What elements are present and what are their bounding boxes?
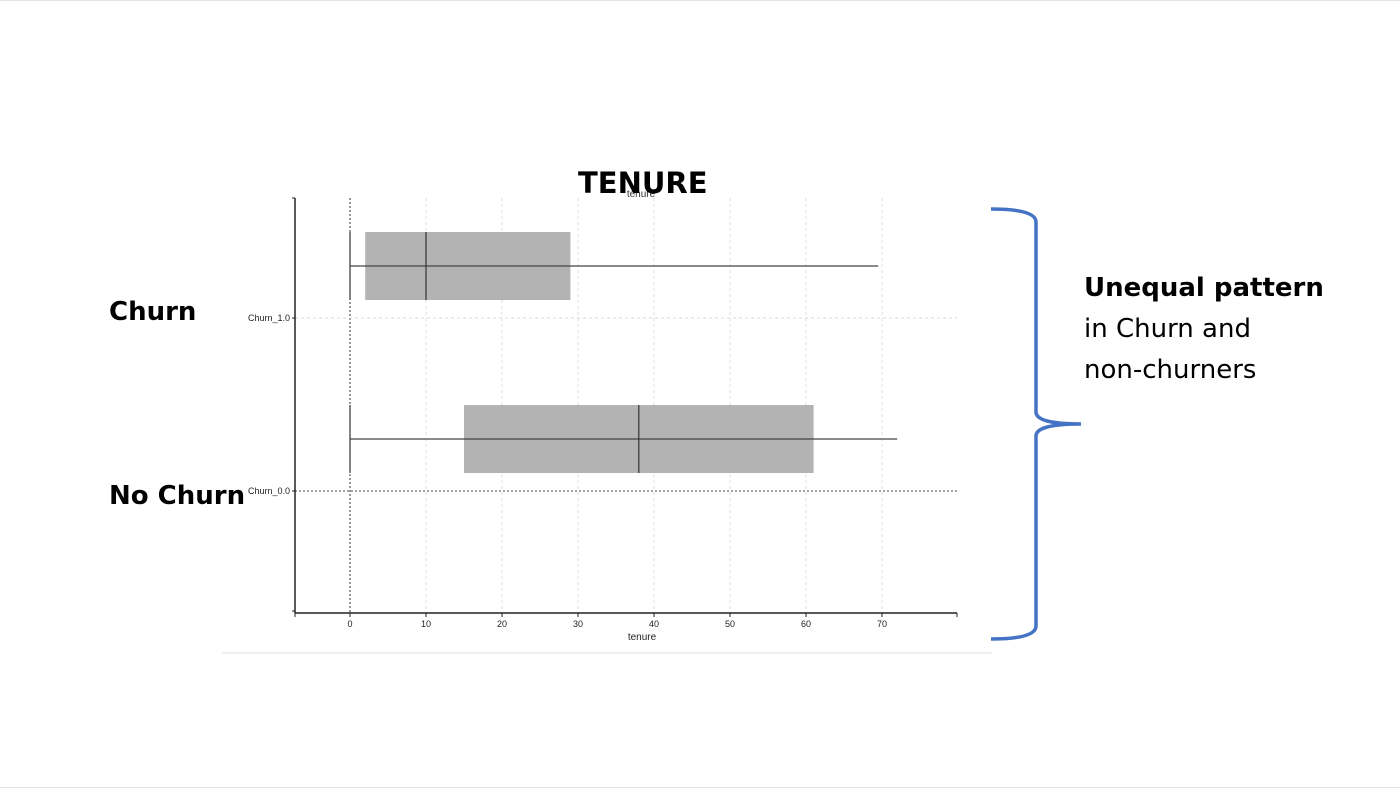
x-tick-label: 30 — [573, 619, 583, 629]
chart-subtitle: tenure — [627, 189, 656, 200]
annotation-text: Unequal pattern in Churn and non-churner… — [1084, 268, 1324, 391]
x-tick-label: 40 — [649, 619, 659, 629]
no-churn-label: No Churn — [109, 481, 246, 511]
boxes — [349, 232, 898, 473]
x-axis-label: tenure — [628, 632, 657, 643]
x-tick-label: 50 — [725, 619, 735, 629]
x-tick-label: 0 — [347, 619, 352, 629]
x-tick-label: 70 — [877, 619, 887, 629]
annotation-line-2: in Churn and — [1084, 314, 1251, 344]
x-tick-label: 10 — [421, 619, 431, 629]
annotation-line-1: Unequal pattern — [1084, 273, 1324, 303]
curly-bracket — [990, 207, 1082, 641]
axis-labels: 0 10 20 30 40 50 60 70Churn_1.0Churn_0.0tenuret… — [248, 189, 887, 643]
slide-border-bottom — [0, 787, 1400, 788]
x-tick-label: 60 — [801, 619, 811, 629]
axes — [222, 197, 992, 654]
y-tick-label: Churn_0.0 — [248, 486, 290, 496]
churn-label: Churn — [109, 297, 197, 327]
slide-title: TENURE — [578, 166, 708, 200]
x-tick-label: 20 — [497, 619, 507, 629]
annotation-line-3: non-churners — [1084, 355, 1257, 385]
y-tick-label: Churn_1.0 — [248, 313, 290, 323]
slide-border-top — [0, 0, 1400, 1]
